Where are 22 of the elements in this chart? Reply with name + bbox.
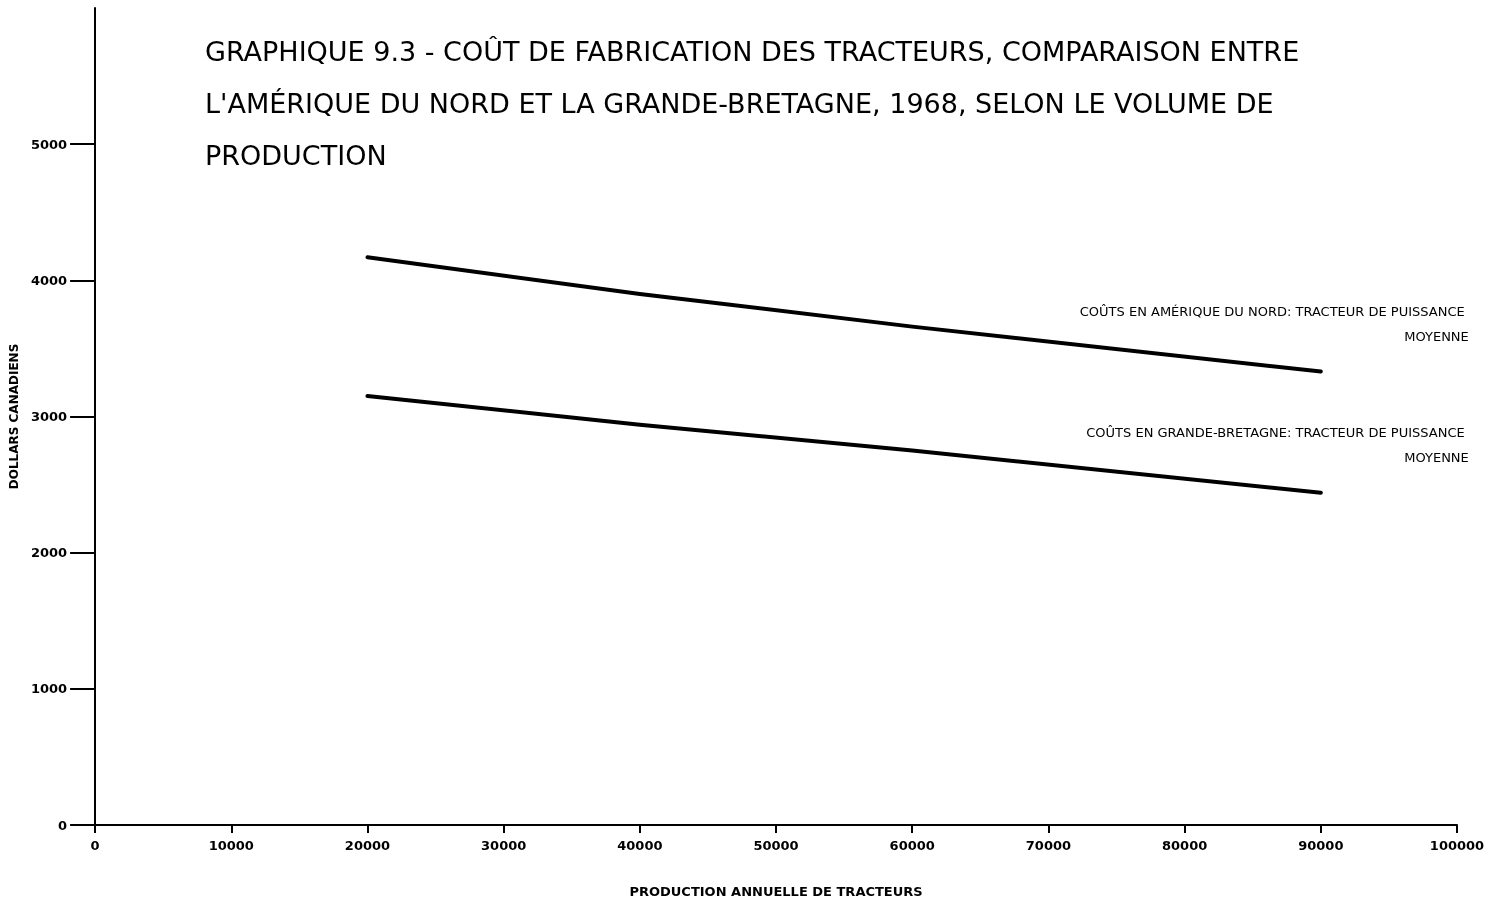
x-tick-label: 0 [90,838,100,853]
y-tick-label: 4000 [30,272,68,288]
x-tick-label: 90000 [1298,838,1344,853]
y-tick-label: 2000 [30,545,68,561]
x-tick-label: 100000 [1429,838,1485,853]
x-tick-label: 50000 [753,838,799,853]
x-tick-label: 20000 [344,838,391,853]
series-label: COÛTS EN GRANDE-BRETAGNE: TRACTEUR DE PUISSANCE MOYENNE [1086,424,1469,465]
text: GRAPHIQUE 9.3 - COÛT DE FABRICATION DES TRACTEURS, COMPARAISON ENTRE L'AMÉRIQUE DU NORD ET LA GRANDE-BRETAGNE, 1968, SELON LE VOLUME DE PRODUCTION [205,35,1308,171]
x-tick-label: 30000 [481,838,527,853]
x-tick-label: 80000 [1162,838,1208,853]
x-axis-title: PRODUCTION ANNUELLE DE TRACTEURS [629,884,923,899]
x-tick-label: 60000 [889,838,935,853]
y-tick-label: 0 [58,817,68,833]
y-tick-label: 1000 [30,681,68,697]
x-tick-label: 40000 [617,838,663,853]
series-label: COÛTS EN AMÉRIQUE DU NORD: TRACTEUR DE PUISSANCE MOYENNE [1079,303,1469,344]
x-tick-label: 10000 [208,838,254,853]
x-tick-label: 70000 [1025,838,1072,853]
y-tick-label: 3000 [30,409,68,424]
y-tick-label: 5000 [30,136,68,152]
y-axis-title: DOLLARS CANADIENS [7,343,21,490]
